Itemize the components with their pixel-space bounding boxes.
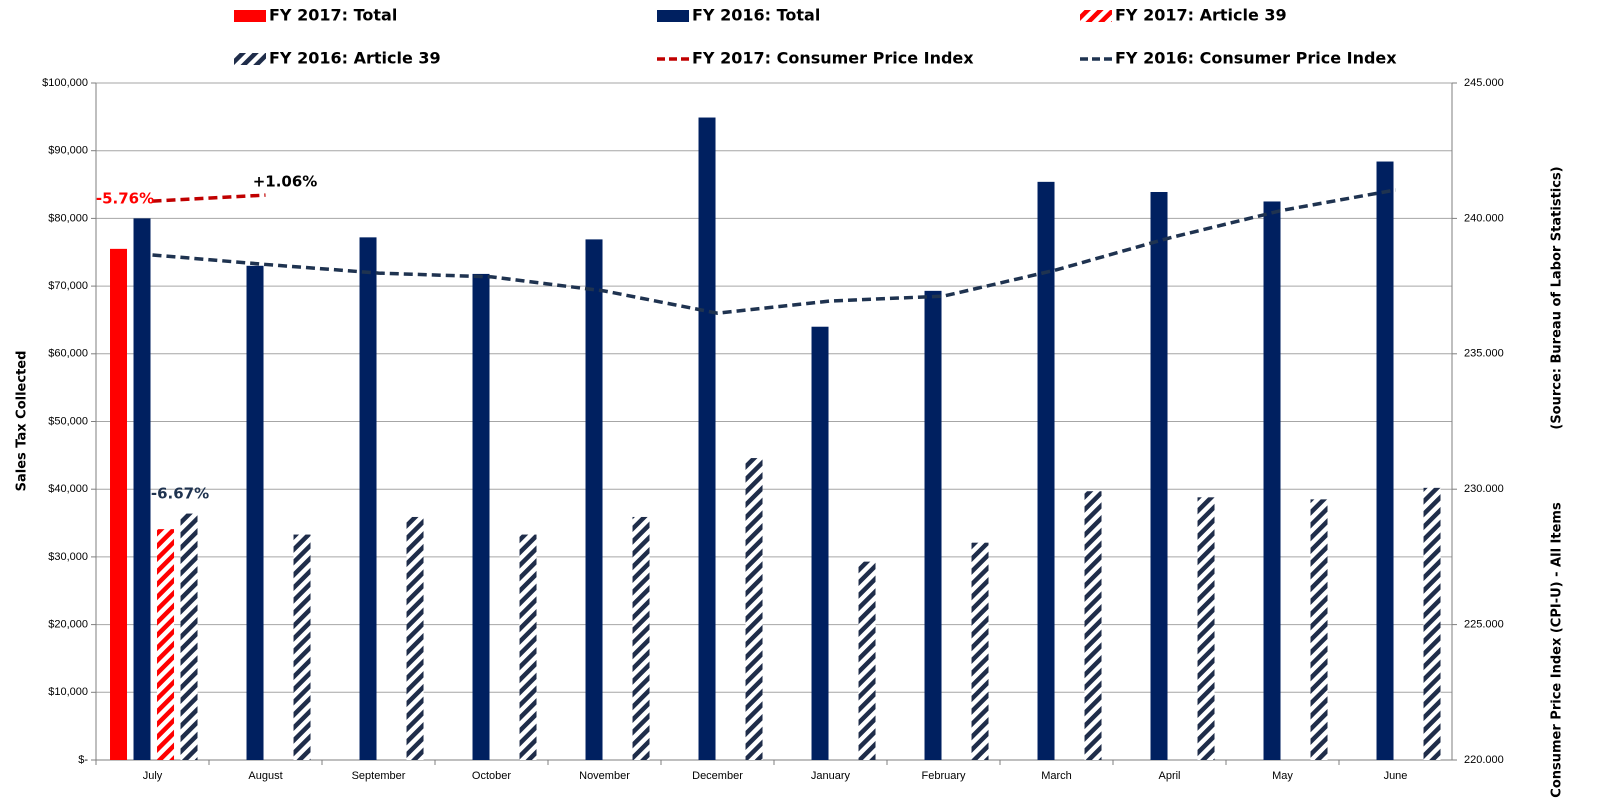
bar (632, 516, 650, 760)
annotation: -5.76% (96, 190, 154, 208)
bar (1037, 181, 1055, 761)
y-tick-label: $- (78, 754, 88, 766)
bar (585, 239, 603, 761)
annotation: -6.67% (151, 485, 209, 503)
y-axis-title: Sales Tax Collected (15, 351, 30, 492)
y-tick-label: $80,000 (48, 212, 88, 224)
x-tick-label: October (472, 770, 511, 782)
y-tick-label: $40,000 (48, 483, 88, 495)
y2-tick-label: 220.000 (1464, 754, 1504, 766)
legend-swatch (234, 53, 266, 65)
x-tick-label: December (692, 770, 743, 782)
bar (1084, 491, 1102, 760)
y2-tick-label: 240.000 (1464, 212, 1504, 224)
x-tick-label: August (248, 770, 282, 782)
bar (472, 273, 490, 760)
legend-label: FY 2016: Consumer Price Index (1115, 49, 1397, 68)
y2-tick-label: 235.000 (1464, 348, 1504, 360)
y-tick-label: $100,000 (42, 77, 88, 89)
bar (157, 529, 175, 760)
x-tick-label: July (143, 770, 163, 782)
bar (1263, 201, 1281, 761)
bar (180, 513, 198, 760)
y-tick-label: $90,000 (48, 145, 88, 157)
x-tick-label: March (1041, 770, 1072, 782)
y-tick-label: $60,000 (48, 348, 88, 360)
legend-label: FY 2017: Consumer Price Index (692, 49, 974, 68)
x-tick-label: February (921, 770, 966, 782)
x-tick-label: November (579, 770, 630, 782)
y-tick-label: $70,000 (48, 280, 88, 292)
y-tick-label: $20,000 (48, 619, 88, 631)
cpi-line (152, 193, 266, 203)
bar (1423, 487, 1441, 760)
y-tick-label: $50,000 (48, 415, 88, 427)
y2-tick-label: 225.000 (1464, 619, 1504, 631)
bar (1310, 499, 1328, 760)
bar (133, 218, 151, 760)
bar (1197, 497, 1215, 760)
bar (519, 534, 537, 760)
legend-swatch (1080, 10, 1112, 22)
x-tick-label: May (1272, 770, 1293, 782)
y-tick-label: $30,000 (48, 551, 88, 563)
bar (858, 561, 876, 760)
legend-label: FY 2017: Total (269, 6, 397, 25)
annotation: +1.06% (253, 173, 318, 191)
bar (745, 458, 763, 760)
bar (924, 290, 942, 760)
bar (698, 117, 716, 761)
x-tick-label: April (1158, 770, 1180, 782)
y-tick-label: $10,000 (48, 686, 88, 698)
y2-source: (Source: Bureau of Labor Statistics) (1550, 166, 1565, 429)
bar (110, 248, 128, 761)
legend-swatch (234, 10, 266, 22)
bar (971, 542, 989, 760)
x-tick-label: January (811, 770, 851, 782)
bar (406, 516, 424, 760)
y2-tick-label: 230.000 (1464, 483, 1504, 495)
legend-label: FY 2016: Article 39 (269, 49, 441, 68)
legend-label: FY 2016: Total (692, 6, 820, 25)
cpi-line (152, 188, 1396, 315)
bar (811, 326, 829, 760)
bar (246, 265, 264, 760)
y2-axis-title: Consumer Price Index (CPI-U) - All Items (1550, 502, 1565, 798)
bar (293, 534, 311, 760)
bar (1376, 161, 1394, 761)
x-tick-label: September (352, 770, 406, 782)
x-tick-label: June (1384, 770, 1408, 782)
legend-label: FY 2017: Article 39 (1115, 6, 1287, 25)
bar (359, 237, 377, 760)
legend-swatch (657, 10, 689, 22)
y2-tick-label: 245.000 (1464, 77, 1504, 89)
bar (1150, 191, 1168, 760)
